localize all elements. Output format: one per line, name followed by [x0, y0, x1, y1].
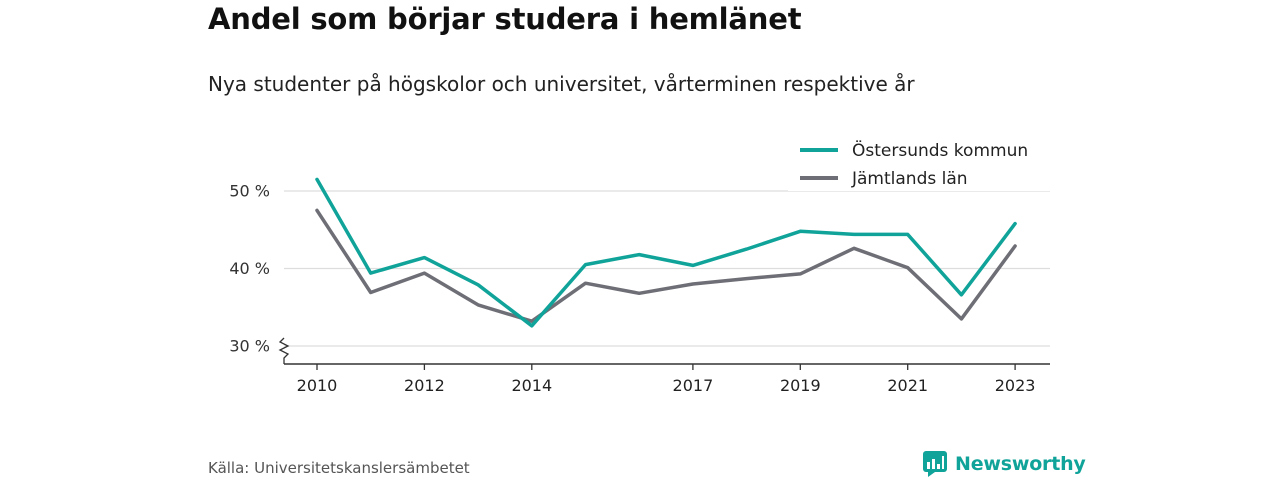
brand-name: Newsworthy	[955, 453, 1086, 475]
legend-label: Jämtlands län	[851, 169, 968, 189]
chart-subtitle: Nya studenter på högskolor och universit…	[208, 72, 915, 96]
x-tick-label: 2023	[995, 376, 1036, 395]
y-tick-label: 40 %	[229, 259, 270, 278]
chart-title: Andel som börjar studera i hemlänet	[208, 2, 802, 36]
x-tick-label: 2019	[780, 376, 821, 395]
newsworthy-logo-icon	[923, 451, 947, 477]
series-line	[315, 177, 1017, 328]
legend-label: Östersunds kommun	[852, 139, 1028, 161]
axis-break-icon	[278, 337, 290, 364]
source-note: Källa: Universitetskanslersämbetet	[208, 459, 470, 477]
legend-background	[788, 135, 1050, 191]
y-tick-label: 30 %	[229, 337, 270, 356]
brand-logo: Newsworthy	[922, 450, 1086, 478]
series-line	[315, 208, 1017, 323]
x-tick-label: 2012	[404, 376, 445, 395]
x-tick-label: 2017	[673, 376, 714, 395]
x-tick-label: 2021	[887, 376, 928, 395]
x-tick-label: 2014	[511, 376, 552, 395]
y-tick-label: 50 %	[229, 182, 270, 201]
x-tick-label: 2010	[297, 376, 338, 395]
